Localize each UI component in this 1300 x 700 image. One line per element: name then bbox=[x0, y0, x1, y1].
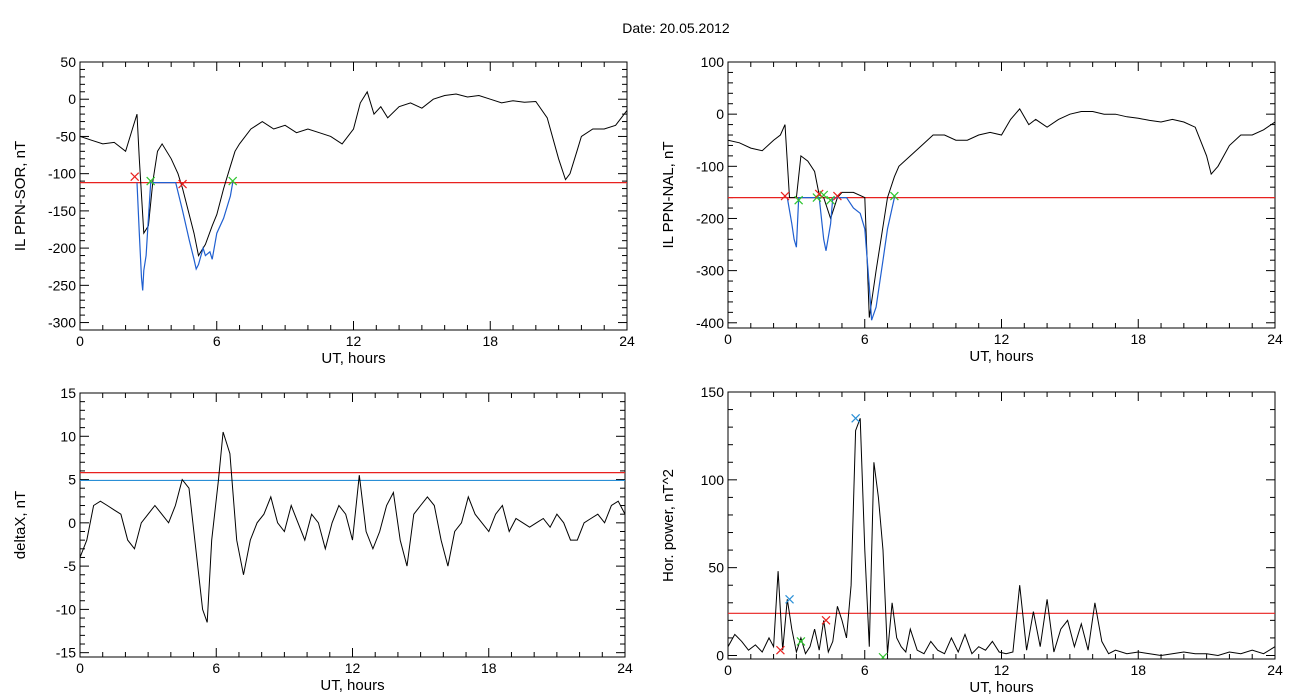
x-marker bbox=[796, 637, 806, 646]
data-trace bbox=[80, 90, 627, 257]
x-marker bbox=[228, 176, 238, 186]
x-tick-label: 0 bbox=[724, 662, 732, 678]
y-tick-label: 100 bbox=[701, 54, 725, 70]
y-tick-label: 50 bbox=[708, 560, 724, 576]
y-tick-label: -15 bbox=[56, 645, 76, 661]
x-tick-label: 18 bbox=[1130, 331, 1146, 347]
plot-frame bbox=[79, 392, 626, 658]
plot-area bbox=[80, 431, 625, 623]
x-tick-label: 24 bbox=[1267, 662, 1283, 678]
x-tick-label: 24 bbox=[1267, 331, 1283, 347]
plot-area bbox=[80, 90, 627, 291]
x-tick-label: 6 bbox=[213, 333, 221, 349]
x-marker bbox=[178, 179, 187, 189]
y-tick-label: -250 bbox=[48, 277, 76, 293]
x-tick-label: 12 bbox=[345, 660, 361, 676]
plot-frame bbox=[727, 61, 1276, 329]
x-marker bbox=[130, 172, 140, 182]
y-tick-label: 50 bbox=[60, 54, 76, 70]
chart-panel-p2: 0 6 12 18 24 100 0 -100 -200 -300 -400 UT, hours IL … bbox=[660, 54, 1283, 365]
x-axis-label: UT, hours bbox=[969, 679, 1033, 696]
y-tick-label: -10 bbox=[56, 601, 76, 617]
plot-area bbox=[728, 413, 1275, 659]
y-tick-label: 0 bbox=[716, 647, 724, 663]
y-axis-label: deltaX, nT bbox=[12, 491, 29, 559]
y-tick-label: -150 bbox=[48, 203, 76, 219]
y-tick-label: -100 bbox=[696, 158, 724, 174]
x-tick-label: 6 bbox=[861, 662, 869, 678]
x-axis-label: UT, hours bbox=[320, 677, 384, 694]
data-trace bbox=[728, 418, 1275, 657]
x-marker bbox=[878, 652, 888, 659]
y-tick-label: 0 bbox=[716, 106, 724, 122]
y-tick-label: -200 bbox=[48, 240, 76, 256]
x-marker bbox=[851, 413, 861, 423]
y-tick-label: 15 bbox=[60, 385, 76, 401]
y-tick-label: -300 bbox=[48, 315, 76, 331]
chart-panel-p1: 0 6 12 18 24 50 0 -50 -100 -150 -200 -250 -300 UT, ho… bbox=[12, 54, 635, 367]
y-tick-label: -200 bbox=[696, 210, 724, 226]
x-tick-label: 18 bbox=[482, 333, 498, 349]
y-tick-label: 5 bbox=[68, 472, 76, 488]
y-tick-label: 150 bbox=[701, 384, 725, 400]
x-marker bbox=[794, 195, 804, 205]
y-tick-label: 10 bbox=[60, 428, 76, 444]
x-tick-label: 0 bbox=[76, 660, 84, 676]
x-marker bbox=[889, 191, 899, 201]
y-axis-label: IL PPN-SOR, nT bbox=[12, 141, 29, 251]
plot-frame bbox=[79, 61, 628, 331]
data-trace bbox=[728, 108, 1275, 318]
y-tick-label: 100 bbox=[701, 472, 725, 488]
chart-panel-p3: 0 6 12 18 24 15 10 5 0 -5 -10 -15 UT, hours deltaX, n… bbox=[12, 385, 633, 694]
x-axis-label: UT, hours bbox=[321, 350, 385, 367]
x-tick-label: 12 bbox=[994, 662, 1010, 678]
x-marker bbox=[780, 191, 790, 201]
plot-frame bbox=[727, 391, 1276, 660]
chart-panel-p4: 0 6 12 18 24 150 100 50 0 UT, hours Hor. power, nT… bbox=[660, 384, 1283, 696]
y-axis-label: IL PPN-NAL, nT bbox=[660, 142, 677, 249]
x-tick-label: 24 bbox=[619, 333, 635, 349]
y-tick-label: 0 bbox=[68, 91, 76, 107]
y-tick-label: 0 bbox=[68, 515, 76, 531]
x-tick-label: 18 bbox=[481, 660, 497, 676]
x-marker bbox=[821, 615, 831, 625]
y-axis-label: Hor. power, nT^2 bbox=[660, 469, 677, 582]
y-tick-label: -100 bbox=[48, 166, 76, 182]
x-tick-label: 6 bbox=[861, 331, 869, 347]
x-tick-label: 18 bbox=[1130, 662, 1146, 678]
y-tick-label: -300 bbox=[696, 263, 724, 279]
y-tick-label: -400 bbox=[696, 315, 724, 331]
date-title: Date: 20.05.2012 bbox=[622, 20, 730, 36]
x-tick-label: 0 bbox=[724, 331, 732, 347]
y-tick-label: -50 bbox=[56, 128, 76, 144]
x-marker bbox=[146, 176, 156, 186]
highlight-trace bbox=[136, 182, 234, 291]
x-marker bbox=[832, 191, 842, 201]
x-tick-label: 24 bbox=[617, 660, 633, 676]
x-marker bbox=[785, 594, 794, 604]
x-marker bbox=[775, 645, 785, 655]
y-tick-label: -5 bbox=[64, 558, 77, 574]
x-axis-label: UT, hours bbox=[969, 348, 1033, 365]
x-tick-label: 6 bbox=[212, 660, 220, 676]
x-tick-label: 12 bbox=[346, 333, 362, 349]
plot-area bbox=[728, 108, 1275, 321]
x-marker bbox=[826, 195, 835, 205]
x-tick-label: 12 bbox=[994, 331, 1010, 347]
data-trace bbox=[80, 431, 625, 623]
x-tick-label: 0 bbox=[76, 333, 84, 349]
x-marker bbox=[819, 190, 829, 200]
